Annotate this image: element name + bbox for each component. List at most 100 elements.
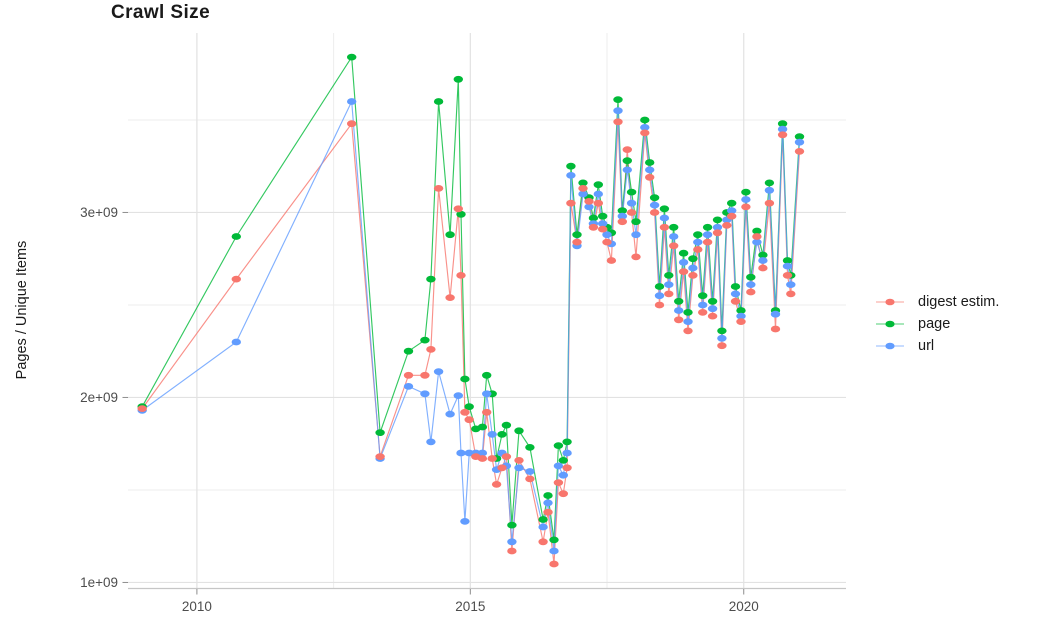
data-point-digest-estim-: [770, 325, 781, 333]
data-point-url: [717, 334, 727, 342]
y-tick-label: 1e+09: [80, 575, 118, 590]
data-point-url: [602, 231, 612, 239]
data-point-digest-estim-: [645, 173, 655, 181]
data-point-page: [698, 292, 708, 300]
data-point-digest-estim-: [578, 185, 588, 192]
data-point-url: [420, 390, 430, 398]
y-tick-label: 2e+09: [80, 390, 118, 405]
data-point-digest-estim-: [693, 246, 703, 253]
data-point-url: [736, 312, 746, 320]
data-point-page: [562, 438, 572, 446]
data-point-page: [777, 120, 788, 128]
data-point-url: [654, 292, 665, 300]
data-point-digest-estim-: [433, 185, 444, 192]
data-point-url: [794, 138, 805, 146]
data-point-digest-estim-: [786, 290, 796, 298]
data-point-page: [420, 336, 430, 344]
data-point-url: [752, 238, 762, 246]
data-point-digest-estim-: [558, 490, 568, 498]
data-point-url: [460, 518, 470, 525]
data-point-digest-estim-: [631, 253, 641, 261]
data-point-page: [746, 273, 756, 281]
data-point-digest-estim-: [782, 272, 793, 279]
data-point-url: [741, 196, 751, 203]
data-point-page: [375, 429, 385, 436]
legend-key-line-dot-icon: [876, 320, 904, 328]
data-point-url: [712, 223, 723, 231]
data-point-digest-estim-: [482, 408, 492, 416]
data-point-url: [770, 310, 781, 318]
data-point-url: [525, 468, 535, 475]
data-point-page: [626, 188, 637, 196]
data-point-digest-estim-: [426, 346, 436, 353]
data-point-page: [707, 297, 718, 305]
data-point-url: [782, 262, 793, 270]
x-tick-label: 2020: [729, 599, 759, 614]
chart-title: Crawl Size: [111, 2, 211, 23]
data-point-digest-estim-: [622, 146, 632, 154]
data-point-digest-estim-: [698, 309, 708, 316]
data-point-digest-estim-: [525, 475, 535, 483]
data-point-digest-estim-: [491, 481, 502, 488]
data-point-page: [669, 223, 679, 231]
data-point-page: [702, 223, 713, 231]
data-point-url: [674, 307, 684, 314]
data-point-url: [727, 207, 737, 215]
data-point-digest-estim-: [664, 290, 674, 298]
data-point-digest-estim-: [549, 560, 559, 568]
data-point-digest-estim-: [507, 547, 517, 555]
data-point-page: [543, 492, 553, 499]
data-point-url: [678, 259, 689, 266]
legend-label: digest estim.: [918, 294, 1000, 310]
data-point-page: [688, 255, 698, 263]
data-point-digest-estim-: [707, 312, 718, 320]
data-point-page: [593, 181, 603, 189]
data-point-url: [456, 449, 466, 457]
data-point-url: [622, 166, 632, 174]
data-point-url: [487, 431, 497, 438]
data-point-url: [613, 107, 623, 115]
data-point-page: [794, 133, 805, 141]
data-point-url: [626, 199, 637, 207]
data-point-page: [717, 327, 727, 335]
data-point-digest-estim-: [403, 371, 414, 379]
data-point-url: [669, 233, 679, 240]
data-point-digest-estim-: [654, 301, 665, 309]
data-point-page: [566, 162, 576, 170]
data-point-url: [707, 305, 718, 313]
data-point-page: [664, 272, 674, 279]
data-point-url: [562, 449, 572, 457]
data-point-digest-estim-: [464, 416, 474, 424]
data-point-page: [558, 457, 568, 464]
data-point-url: [549, 547, 559, 555]
data-point-digest-estim-: [777, 131, 788, 139]
data-point-url: [584, 203, 594, 211]
data-point-digest-estim-: [375, 453, 385, 460]
y-tick-label: 3e+09: [80, 205, 118, 220]
data-point-url: [347, 98, 357, 105]
data-point-page: [730, 283, 741, 290]
data-point-digest-estim-: [598, 225, 608, 233]
data-point-digest-estim-: [683, 327, 693, 335]
data-point-digest-estim-: [640, 129, 650, 137]
data-point-digest-estim-: [659, 223, 670, 231]
legend-item-url: url: [875, 335, 999, 357]
data-point-page: [654, 283, 665, 290]
data-point-page: [578, 179, 588, 187]
data-point-url: [558, 471, 568, 479]
x-tick-label: 2010: [182, 599, 212, 614]
data-point-digest-estim-: [445, 294, 455, 301]
data-point-url: [693, 238, 703, 246]
data-point-digest-estim-: [543, 508, 553, 516]
data-point-page: [741, 188, 751, 196]
data-point-url: [777, 125, 788, 133]
legend-label: url: [918, 338, 935, 354]
data-point-page: [525, 444, 535, 451]
data-point-page: [645, 159, 655, 166]
data-point-url: [688, 264, 698, 272]
data-point-url: [403, 383, 414, 390]
data-point-digest-estim-: [730, 297, 741, 305]
data-point-digest-estim-: [347, 120, 357, 128]
data-point-page: [613, 96, 623, 103]
